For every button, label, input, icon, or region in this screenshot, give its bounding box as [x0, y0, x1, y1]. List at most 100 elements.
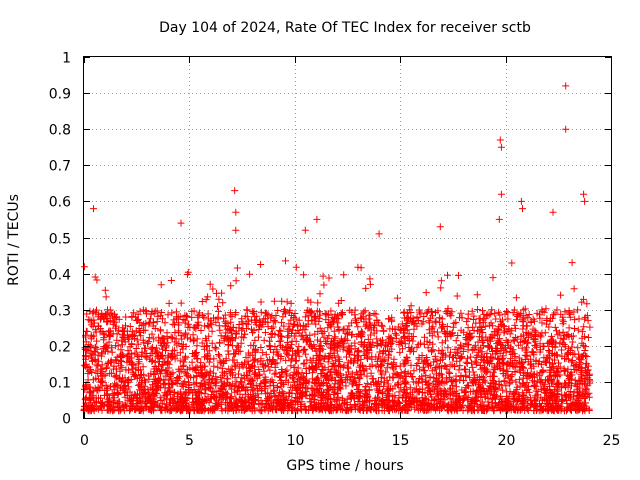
- data-point: [585, 334, 592, 341]
- data-point: [354, 323, 361, 330]
- data-point: [331, 328, 338, 335]
- y-tick-label: 0.2: [49, 340, 71, 356]
- data-point: [374, 342, 381, 349]
- data-point: [437, 284, 444, 291]
- outlier-point: [437, 223, 444, 230]
- data-point: [320, 273, 327, 280]
- data-point: [586, 376, 593, 383]
- data-point: [362, 386, 369, 393]
- data-point: [107, 332, 114, 339]
- data-point: [216, 339, 223, 346]
- data-point: [513, 294, 520, 301]
- data-point: [408, 302, 415, 309]
- data-points: [81, 82, 594, 414]
- data-point: [284, 298, 291, 305]
- data-point: [427, 374, 434, 381]
- data-point: [255, 334, 262, 341]
- data-point: [258, 299, 265, 306]
- data-point: [271, 298, 278, 305]
- data-point: [566, 324, 573, 331]
- data-point: [438, 277, 445, 284]
- x-tick-label: 15: [392, 433, 410, 449]
- data-point: [309, 369, 316, 376]
- data-point: [557, 292, 564, 299]
- data-point: [571, 285, 578, 292]
- outlier-point: [178, 220, 185, 227]
- data-point: [435, 333, 442, 340]
- data-point: [258, 309, 265, 316]
- data-point: [326, 275, 333, 282]
- data-point: [511, 322, 518, 329]
- outlier-point: [550, 209, 557, 216]
- data-point: [482, 323, 489, 330]
- data-point: [288, 300, 295, 307]
- data-point: [362, 285, 369, 292]
- data-point: [362, 307, 369, 314]
- y-tick-label: 0.3: [49, 304, 71, 320]
- data-point: [394, 295, 401, 302]
- data-point: [266, 342, 273, 349]
- data-point: [465, 324, 472, 331]
- x-tick-label: 25: [603, 433, 621, 449]
- data-point: [320, 282, 327, 289]
- data-point: [360, 343, 367, 350]
- data-point: [234, 265, 241, 272]
- y-tick-label: 1: [62, 51, 71, 67]
- data-point: [273, 370, 280, 377]
- data-point: [463, 318, 470, 325]
- data-point: [367, 281, 374, 288]
- outlier-point: [581, 198, 588, 205]
- data-point: [300, 271, 307, 278]
- outlier-point: [496, 216, 503, 223]
- data-point: [109, 349, 116, 356]
- data-point: [219, 299, 226, 306]
- outlier-point: [232, 209, 239, 216]
- data-point: [552, 324, 559, 331]
- data-point: [239, 325, 246, 332]
- data-point: [457, 310, 464, 317]
- data-point: [146, 319, 153, 326]
- x-tick-label: 10: [287, 433, 305, 449]
- data-point: [342, 382, 349, 389]
- x-tick-label: 0: [80, 433, 89, 449]
- outlier-point: [498, 191, 505, 198]
- data-point: [227, 282, 234, 289]
- data-point: [321, 334, 328, 341]
- data-point: [358, 264, 365, 271]
- data-point: [379, 323, 386, 330]
- data-point: [178, 300, 185, 307]
- data-point: [340, 271, 347, 278]
- data-point: [158, 281, 165, 288]
- data-point: [583, 300, 590, 307]
- data-point: [583, 353, 590, 360]
- outlier-point: [562, 82, 569, 89]
- data-point: [553, 351, 560, 358]
- data-point: [372, 311, 379, 318]
- chart-title: Day 104 of 2024, Rate Of TEC Index for r…: [159, 20, 531, 36]
- data-point: [103, 293, 110, 300]
- data-point: [214, 303, 221, 310]
- data-point: [93, 277, 100, 284]
- data-point: [261, 337, 268, 344]
- data-point: [210, 363, 217, 370]
- data-point: [555, 360, 562, 367]
- data-point: [209, 328, 216, 335]
- data-point: [185, 321, 192, 328]
- data-point: [433, 319, 440, 326]
- y-tick-label: 0: [62, 412, 71, 428]
- data-point: [251, 357, 258, 364]
- data-point: [450, 354, 457, 361]
- data-point: [144, 340, 151, 347]
- data-point: [472, 358, 479, 365]
- data-point: [201, 390, 208, 397]
- data-point: [287, 362, 294, 369]
- data-point: [284, 334, 291, 341]
- data-point: [423, 289, 430, 296]
- data-point: [102, 287, 109, 294]
- data-point: [407, 348, 414, 355]
- data-point: [487, 311, 494, 318]
- data-point: [335, 327, 342, 334]
- x-axis-label: GPS time / hours: [286, 458, 403, 474]
- data-point: [277, 342, 284, 349]
- data-point: [168, 334, 175, 341]
